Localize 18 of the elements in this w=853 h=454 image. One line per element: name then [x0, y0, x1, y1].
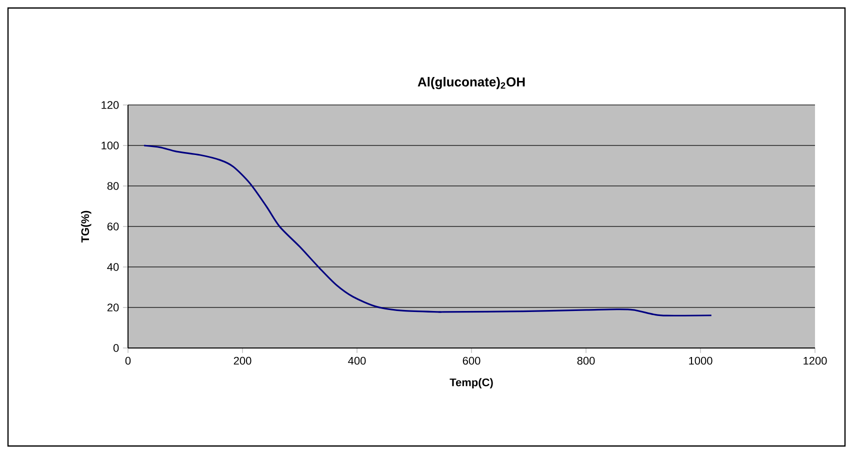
y-axis-title: TG(%): [81, 210, 92, 243]
chart-title: Al(gluconate)$_{2}$OH: [418, 76, 525, 90]
x-tick-label: 1000: [689, 356, 712, 365]
line-series: [143, 144, 712, 316]
x-tick-label: 200: [234, 356, 252, 365]
y-tick-label: 0: [113, 344, 119, 352]
x-tick-label: 0: [125, 356, 131, 365]
x-axis-title: Temp(C): [450, 378, 493, 388]
x-tick-label: 800: [577, 356, 595, 365]
x-tick-label: 400: [348, 356, 366, 365]
y-tick-label: 20: [107, 304, 119, 312]
y-tick-label: 100: [102, 142, 119, 150]
y-tick-label: 60: [107, 222, 119, 230]
y-tick-label: 80: [107, 182, 119, 190]
y-tick-label: 40: [107, 263, 119, 271]
y-tick-label: 120: [102, 101, 119, 109]
x-tick-label: 600: [462, 356, 480, 365]
x-tick-label: 1200: [804, 356, 827, 365]
